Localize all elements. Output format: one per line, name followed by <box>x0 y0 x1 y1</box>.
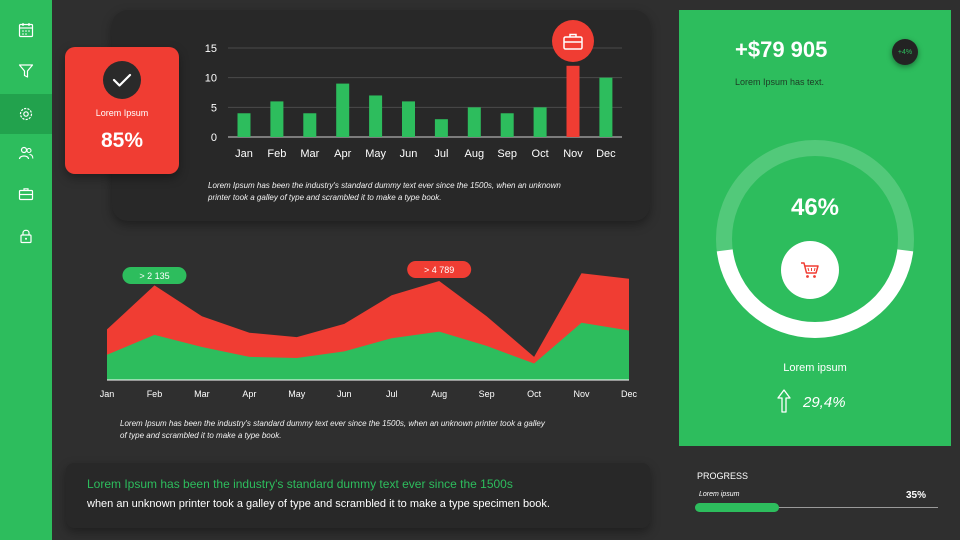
area-annotation-label: > 4 789 <box>424 265 454 275</box>
bar-chart-xtick: Jul <box>434 148 448 160</box>
bar-sep <box>500 113 514 137</box>
info-panel: Lorem Ipsum has been the industry's stan… <box>66 463 650 528</box>
bar-jul <box>434 119 448 137</box>
summary-caption: Lorem ipsum <box>783 362 847 374</box>
area-chart-xtick: Jun <box>337 389 352 399</box>
info-headline: Lorem Ipsum has been the industry's stan… <box>87 477 513 491</box>
arrow-up-icon <box>777 389 791 413</box>
area-chart-description: Lorem Ipsum has been the industry's stan… <box>120 418 545 442</box>
bar-chart-description: Lorem Ipsum has been the industry's stan… <box>208 180 561 204</box>
bar-aug <box>467 107 481 137</box>
settings-icon <box>19 107 33 121</box>
bar-jan <box>237 113 251 137</box>
donut-value-arc <box>716 249 914 338</box>
calendar-icon <box>18 23 34 38</box>
change-badge: +4% <box>892 39 918 65</box>
donut-percent: 46% <box>790 194 840 221</box>
bar-chart-description-line-2: printer took a galley of type and scramb… <box>208 193 442 202</box>
bar-chart-xtick: Jun <box>400 148 418 160</box>
bar-chart-xtick: Oct <box>532 148 549 160</box>
progress-track <box>697 507 938 508</box>
area-chart-xtick: May <box>288 389 306 399</box>
briefcase-icon <box>563 33 583 50</box>
area-annotation-pill <box>122 267 187 284</box>
progress-value: 35% <box>906 490 927 501</box>
bar-mar <box>303 113 317 137</box>
bar-oct <box>533 107 547 137</box>
area-chart-xtick: Jul <box>386 389 398 399</box>
area-annotation-pill <box>407 261 472 278</box>
bar-chart-xtick: Sep <box>497 148 517 160</box>
sidebar-item-settings[interactable] <box>0 94 52 134</box>
progress-fill <box>695 503 780 512</box>
sidebar-item-users[interactable] <box>0 133 52 173</box>
area-chart-xtick: Aug <box>431 389 447 399</box>
summary-amount: +$79 905 <box>735 37 828 62</box>
bar-nov <box>566 65 580 137</box>
bar-chart-description-line-1: Lorem Ipsum has been the industry's stan… <box>208 181 561 190</box>
area-chart-xtick: Dec <box>621 389 638 399</box>
bar-chart-ytick: 5 <box>211 102 217 114</box>
bar-apr <box>336 83 350 137</box>
area-chart-description-line-2: of type and scrambled it to make a type … <box>120 431 282 440</box>
lock-icon <box>20 229 32 244</box>
kpi-label: Lorem Ipsum <box>95 108 149 118</box>
bar-chart-ytick: 0 <box>211 132 217 144</box>
briefcase-icon <box>18 188 34 201</box>
highlight-marker <box>552 20 594 62</box>
bar-chart-xtick: Feb <box>267 148 286 160</box>
bar-chart-xtick: Dec <box>596 148 616 160</box>
area-chart-xtick: Mar <box>194 389 210 399</box>
briefcase-icon-body <box>563 36 583 50</box>
bar-chart-xtick: Aug <box>465 148 485 160</box>
sidebar-item-filter[interactable] <box>0 51 52 91</box>
summary-panel: +$79 905 Lorem Ipsum has text. +4% 46% L… <box>679 10 951 446</box>
area-chart-xtick: Sep <box>479 389 495 399</box>
area-chart-xtick: Apr <box>242 389 256 399</box>
bar-chart-xtick: Apr <box>334 148 351 160</box>
briefcase-icon-handle <box>569 33 577 37</box>
bar-jun <box>402 101 415 137</box>
donut-chart <box>716 140 914 338</box>
bar-chart-xtick: Jan <box>235 148 253 160</box>
bar-chart-ytick: 10 <box>205 73 217 85</box>
bar-dec <box>599 77 613 137</box>
area-chart-xtick: Feb <box>147 389 163 399</box>
bar-chart-xtick: Nov <box>563 148 583 160</box>
sidebar-item-briefcase[interactable] <box>0 174 52 214</box>
progress-title: PROGRESS <box>697 471 749 481</box>
bar-chart-xtick: Mar <box>300 148 319 160</box>
filter-icon <box>18 64 34 78</box>
sidebar-item-lock[interactable] <box>0 216 52 256</box>
sidebar <box>0 0 52 540</box>
kpi-value: 85% <box>100 129 144 152</box>
cart-icon <box>801 262 819 278</box>
area-chart-xtick: Jan <box>100 389 115 399</box>
bar-may <box>369 95 383 137</box>
sidebar-item-calendar[interactable] <box>0 10 52 50</box>
bar-chart-ytick: 15 <box>205 43 217 55</box>
area-chart-description-line-1: Lorem Ipsum has been the industry's stan… <box>120 419 545 428</box>
bar-feb <box>270 101 284 137</box>
cart-button[interactable] <box>781 241 839 299</box>
area-annotation-label: > 2 135 <box>139 271 169 281</box>
kpi-card: Lorem Ipsum 85% <box>65 47 179 174</box>
area-chart-xtick: Oct <box>527 389 542 399</box>
bar-chart-xtick: May <box>365 148 386 160</box>
growth-value: 29,4% <box>803 394 846 411</box>
check-icon <box>103 61 141 99</box>
area-chart-xtick: Nov <box>574 389 591 399</box>
progress-label: Lorem ipsum <box>699 491 740 498</box>
summary-text: Lorem Ipsum has text. <box>735 77 825 87</box>
users-icon <box>18 146 34 160</box>
area-series-2 <box>107 322 629 380</box>
info-body: when an unknown printer took a galley of… <box>87 498 550 510</box>
